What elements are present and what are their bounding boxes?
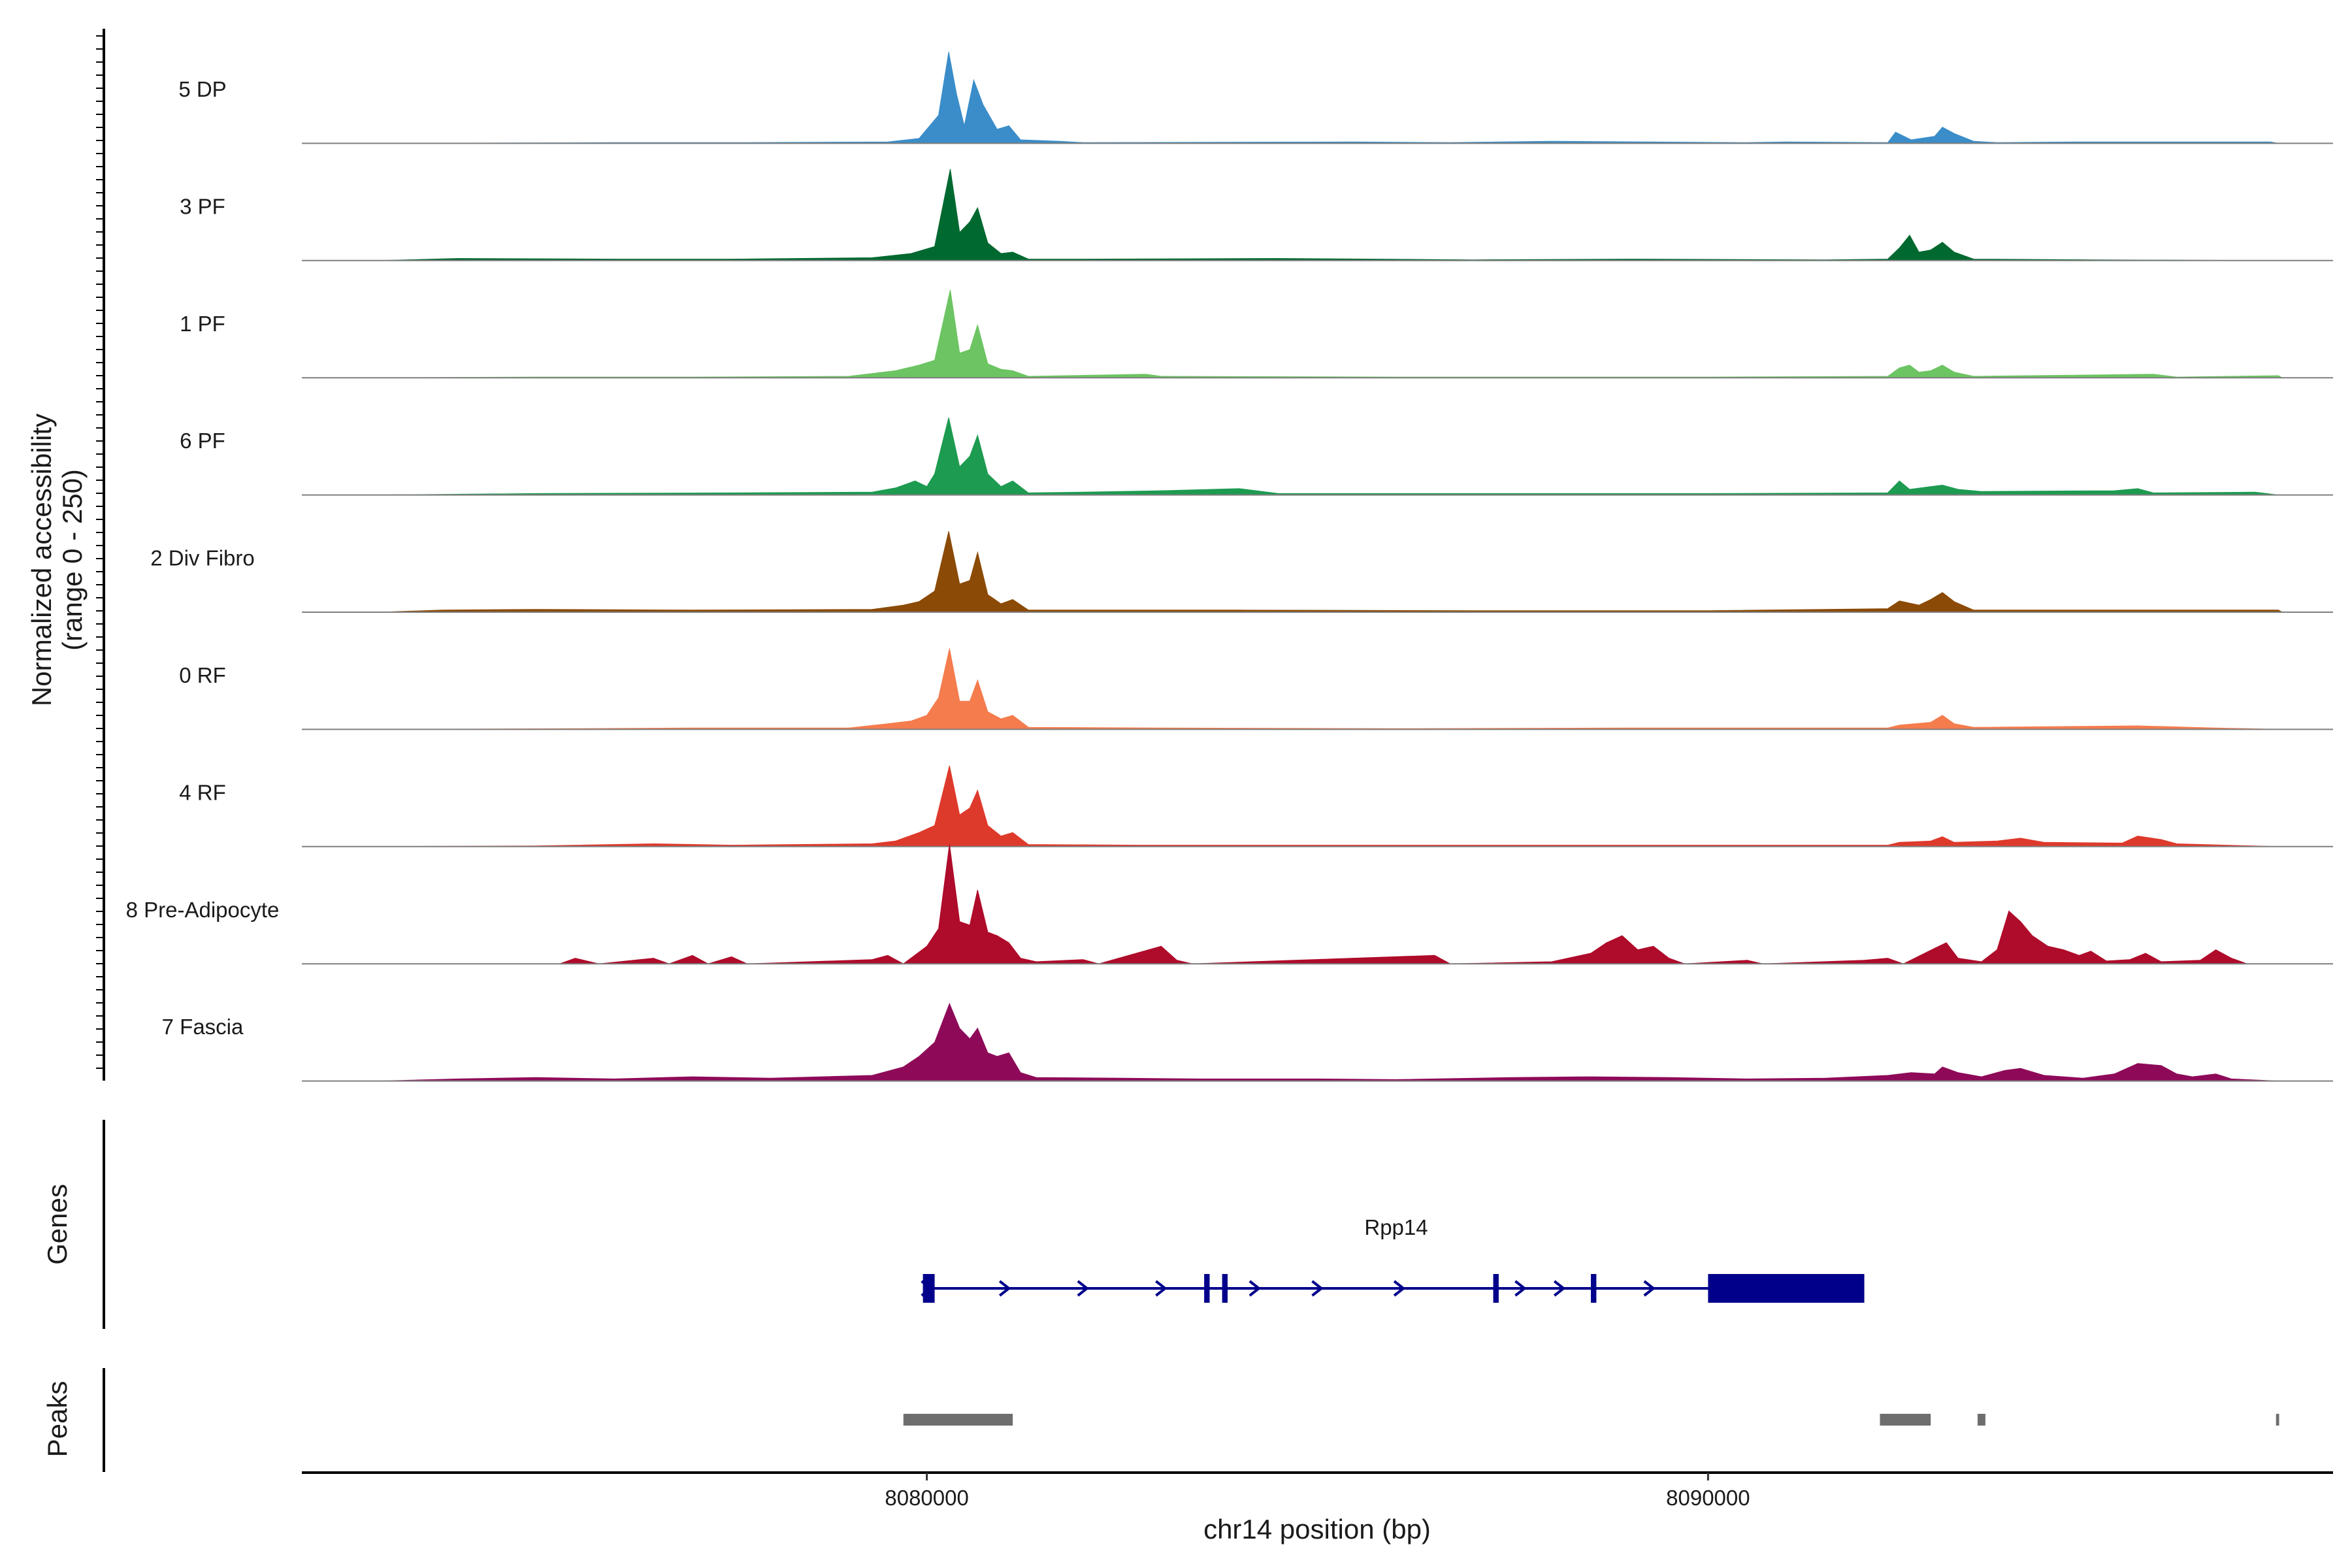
track-label-1-pf: 1 PF bbox=[180, 312, 225, 336]
gene-strand-arrow bbox=[1514, 1280, 1527, 1297]
y-axis-title-line1: Normalized accessibility bbox=[26, 414, 57, 706]
coverage-area-7-fascia bbox=[380, 1002, 2279, 1082]
coverage-area-4-rf bbox=[380, 765, 2279, 847]
peak-interval bbox=[903, 1414, 1013, 1426]
gene-strand-arrow bbox=[1311, 1280, 1324, 1297]
peak-interval bbox=[1880, 1414, 1931, 1426]
track-label-5-dp: 5 DP bbox=[178, 77, 226, 101]
track-label-2-div-fibro: 2 Div Fibro bbox=[150, 546, 255, 570]
track-3-pf: 3 PF bbox=[180, 169, 2333, 261]
peak-interval bbox=[1977, 1414, 1985, 1426]
peaks-track bbox=[903, 1414, 2279, 1426]
track-label-6-pf: 6 PF bbox=[180, 429, 225, 453]
peak-interval bbox=[2276, 1414, 2279, 1426]
x-axis-title: chr14 position (bp) bbox=[1203, 1514, 1431, 1544]
x-axis-ticks: 8080000 8090000 bbox=[885, 1473, 1750, 1510]
coverage-area-8-pre-adipocyte bbox=[380, 844, 2279, 964]
track-label-0-rf: 0 RF bbox=[179, 663, 226, 687]
gene-strand-arrow bbox=[998, 1280, 1011, 1297]
track-label-4-rf: 4 RF bbox=[179, 780, 226, 804]
coverage-area-6-pf bbox=[380, 417, 2279, 496]
y-axis-title-line2: (range 0 - 250) bbox=[57, 469, 88, 651]
gene-label: Rpp14 bbox=[1364, 1215, 1428, 1239]
track-6-pf: 6 PF bbox=[180, 417, 2333, 496]
gene-strand-arrow bbox=[1155, 1280, 1168, 1297]
gene-exon bbox=[1204, 1274, 1210, 1303]
track-label-3-pf: 3 PF bbox=[180, 194, 225, 218]
track-0-rf: 0 RF bbox=[179, 648, 2333, 730]
track-8-pre-adipocyte: 8 Pre-Adipocyte bbox=[126, 844, 2333, 965]
track-4-rf: 4 RF bbox=[179, 765, 2333, 847]
gene-strand-arrow bbox=[1643, 1280, 1656, 1297]
coverage-area-1-pf bbox=[380, 289, 2283, 378]
coverage-area-3-pf bbox=[380, 169, 2279, 261]
coverage-area-0-rf bbox=[380, 648, 2279, 730]
track-2-div-fibro: 2 Div Fibro bbox=[150, 531, 2333, 613]
gene-exon bbox=[1222, 1274, 1228, 1303]
track-5-dp: 5 DP bbox=[178, 52, 2333, 144]
gene-strand-arrow bbox=[1077, 1280, 1090, 1297]
gene-strand-arrow bbox=[1393, 1280, 1406, 1297]
gene-exon bbox=[1493, 1274, 1499, 1303]
gene-strand-arrow bbox=[1553, 1280, 1566, 1297]
gene-strand-arrow bbox=[1249, 1280, 1262, 1297]
genes-track-title: Genes bbox=[42, 1184, 73, 1265]
x-tick-label: 8080000 bbox=[885, 1486, 968, 1510]
peaks-track-title: Peaks bbox=[42, 1381, 73, 1458]
track-label-8-pre-adipocyte: 8 Pre-Adipocyte bbox=[126, 898, 280, 922]
track-label-7-fascia: 7 Fascia bbox=[162, 1015, 244, 1039]
genes-track: Rpp14 bbox=[921, 1215, 1865, 1303]
gene-exon bbox=[1591, 1274, 1597, 1303]
track-7-fascia: 7 Fascia bbox=[162, 1002, 2333, 1082]
gene-exon bbox=[1708, 1274, 1865, 1303]
accessibility-axis-ticks bbox=[96, 35, 104, 1069]
gene-exon bbox=[923, 1274, 935, 1303]
coverage-tracks: 5 DP 3 PF 1 PF 6 PF 2 Div Fibro 0 RF 4 RF 8 Pre… bbox=[126, 52, 2333, 1082]
x-tick-label: 8090000 bbox=[1666, 1486, 1750, 1510]
track-1-pf: 1 PF bbox=[180, 289, 2333, 379]
coverage-area-2-div-fibro bbox=[380, 531, 2283, 613]
coverage-area-5-dp bbox=[380, 52, 2279, 144]
